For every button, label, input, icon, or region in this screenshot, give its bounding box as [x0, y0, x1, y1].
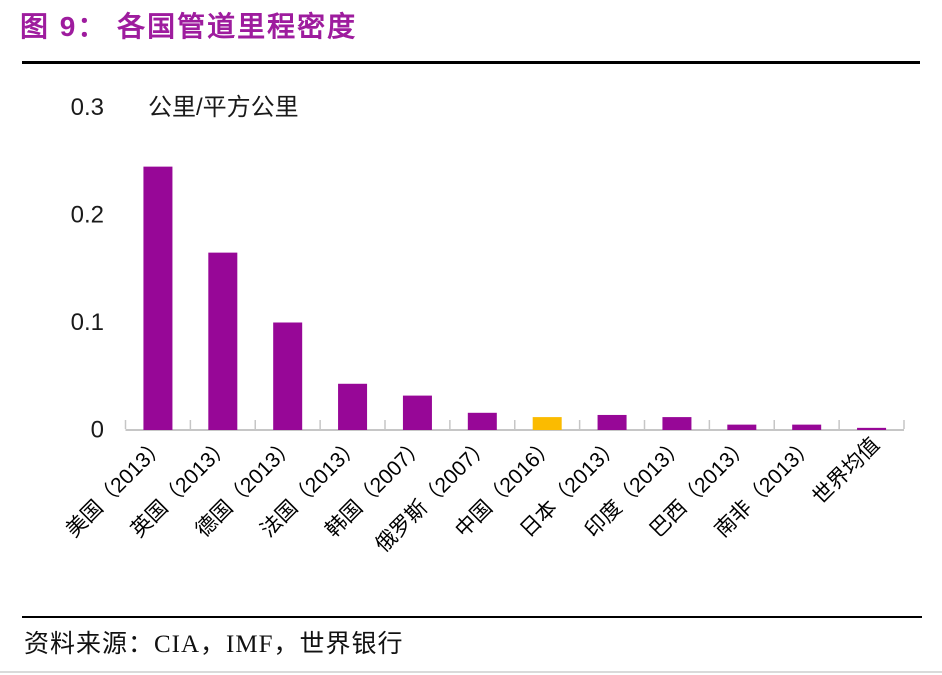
title-divider-rule — [22, 61, 920, 64]
source-attribution: 资料来源：CIA，IMF，世界银行 — [24, 631, 404, 658]
bar-highlighted — [532, 417, 562, 430]
y-tick-label: 0.3 — [71, 94, 104, 121]
y-tick-label: 0.2 — [71, 202, 104, 229]
y-tick-label: 0 — [91, 417, 104, 444]
page-bottom-rule — [0, 671, 942, 673]
x-axis-label: 世界均值 — [808, 433, 884, 509]
bar — [143, 166, 173, 430]
bar-chart: 00.10.20.3 公里/平方公里美国（2013）英国（2013）德国（2013… — [62, 94, 905, 557]
source-divider-rule — [22, 616, 922, 618]
bar — [857, 427, 887, 430]
bar — [727, 424, 757, 430]
bar — [597, 414, 627, 430]
bar — [467, 412, 497, 430]
bar — [662, 417, 692, 430]
bar — [273, 322, 303, 430]
y-tick-label: 0.1 — [71, 309, 104, 336]
figure-title: 图 9： 各国管道里程密度 — [20, 11, 358, 42]
x-axis-label: 俄罗斯（2007） — [371, 433, 495, 557]
y-axis-unit-label: 公里/平方公里 — [148, 94, 299, 121]
bar — [402, 395, 432, 430]
bar — [208, 252, 238, 430]
bar — [792, 424, 822, 430]
bar — [338, 383, 368, 430]
